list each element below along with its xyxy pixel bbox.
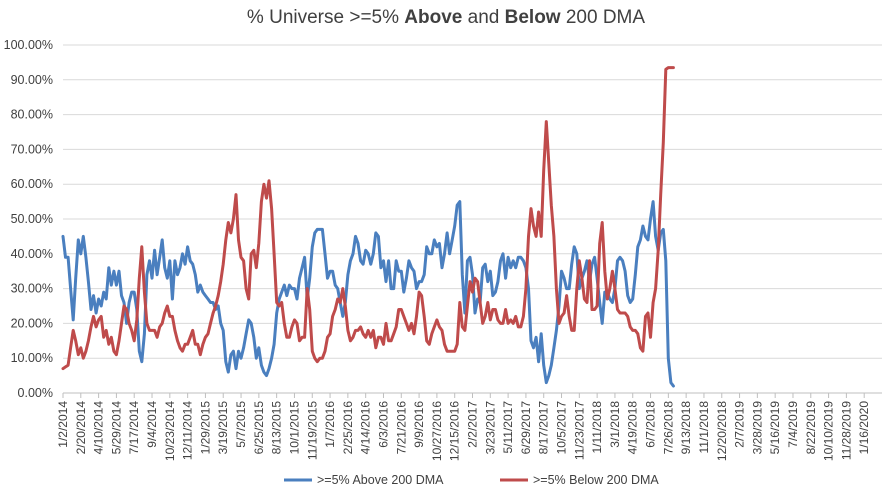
x-tick-label: 12/15/2016	[448, 401, 462, 461]
y-tick-label: 0.00%	[18, 386, 53, 400]
x-tick-label: 9/4/2014	[145, 401, 159, 448]
x-tick-label: 11/1/2018	[697, 401, 711, 454]
series-line-above	[61, 200, 675, 388]
x-tick-label: 3/28/2019	[750, 401, 764, 455]
x-tick-label: 1/7/2016	[323, 401, 337, 448]
title-part-1: % Universe >=5%	[247, 7, 404, 28]
x-tick-label: 2/2/2017	[466, 401, 480, 448]
x-tick-label: 5/16/2019	[768, 401, 782, 455]
series-line-below	[61, 66, 675, 371]
y-tick-label: 100.00%	[4, 38, 53, 52]
x-tick-label: 6/3/2016	[376, 401, 390, 448]
x-tick-label: 2/20/2014	[74, 401, 88, 455]
x-tick-label: 8/22/2019	[804, 401, 818, 455]
y-axis: 0.00% 10.00% 20.00% 30.00% 40.00% 50.00% 60.00…	[4, 38, 53, 400]
x-tick-label: 7/17/2014	[127, 401, 141, 455]
gridlines	[63, 44, 882, 394]
x-tick-label: 1/11/2018	[590, 401, 604, 454]
x-tick-label: 2/25/2016	[341, 401, 355, 455]
x-tick-label: 2/7/2019	[733, 401, 747, 448]
x-tick-label: 10/27/2016	[430, 401, 444, 461]
y-tick-label: 50.00%	[11, 212, 53, 226]
x-tick-label: 1/2/2014	[56, 401, 70, 448]
legend: >=5% Above 200 DMA >=5% Below 200 DMA	[284, 473, 659, 487]
chart-title: % Universe >=5% Above and Below 200 DMA	[247, 7, 645, 28]
x-tick-label: 11/19/2015	[305, 401, 319, 460]
x-tick-label: 9/9/2016	[412, 401, 426, 448]
x-tick-label: 6/25/2015	[252, 401, 266, 455]
x-tick-label: 10/5/2017	[555, 401, 569, 455]
x-tick-label: 10/1/2015	[287, 401, 301, 455]
title-part-2: Above	[404, 7, 462, 28]
y-tick-label: 30.00%	[11, 282, 53, 296]
x-tick-label: 11/23/2017	[572, 401, 586, 460]
x-tick-label: 4/10/2014	[92, 401, 106, 455]
x-tick-label: 10/10/2019	[822, 401, 836, 461]
x-tick-label: 6/7/2018	[644, 401, 658, 448]
x-tick-label: 5/11/2017	[501, 401, 515, 454]
x-tick-label: 4/19/2018	[626, 401, 640, 455]
title-part-4: Below	[505, 7, 561, 28]
series-lines	[61, 66, 675, 388]
x-axis: 1/2/2014 2/20/2014 4/10/2014 5/29/2014 7/17/…	[56, 393, 871, 461]
title-part-3: and	[462, 7, 504, 28]
x-tick-label: 3/1/2018	[608, 401, 622, 448]
x-tick-label: 7/4/2019	[786, 401, 800, 448]
legend-label-above: >=5% Above 200 DMA	[317, 473, 444, 487]
legend-label-below: >=5% Below 200 DMA	[533, 473, 659, 487]
y-tick-label: 80.00%	[11, 108, 53, 122]
y-tick-label: 60.00%	[11, 177, 53, 191]
x-tick-label: 5/7/2015	[234, 401, 248, 448]
x-tick-label: 5/29/2014	[109, 401, 123, 455]
x-tick-label: 1/16/2020	[857, 401, 871, 455]
x-tick-label: 12/11/2014	[181, 401, 195, 460]
x-tick-label: 4/14/2016	[359, 401, 373, 455]
x-tick-label: 6/29/2017	[519, 401, 533, 455]
x-tick-label: 8/17/2017	[537, 401, 551, 455]
x-tick-label: 3/23/2017	[483, 401, 497, 455]
title-part-5: 200 DMA	[561, 7, 646, 28]
x-tick-label: 9/13/2018	[679, 401, 693, 455]
x-tick-label: 12/20/2018	[715, 401, 729, 461]
x-tick-label: 7/21/2016	[394, 401, 408, 455]
y-tick-label: 20.00%	[11, 316, 53, 330]
x-tick-label: 1/29/2015	[198, 401, 212, 455]
x-tick-label: 10/23/2014	[163, 401, 177, 461]
x-tick-label: 7/26/2018	[661, 401, 675, 455]
y-tick-label: 90.00%	[11, 73, 53, 87]
x-tick-label: 11/28/2019	[839, 401, 853, 460]
y-tick-label: 10.00%	[11, 351, 53, 365]
x-tick-label: 3/19/2015	[216, 401, 230, 455]
x-tick-label: 8/13/2015	[270, 401, 284, 455]
y-tick-label: 70.00%	[11, 142, 53, 156]
y-tick-label: 40.00%	[11, 247, 53, 261]
